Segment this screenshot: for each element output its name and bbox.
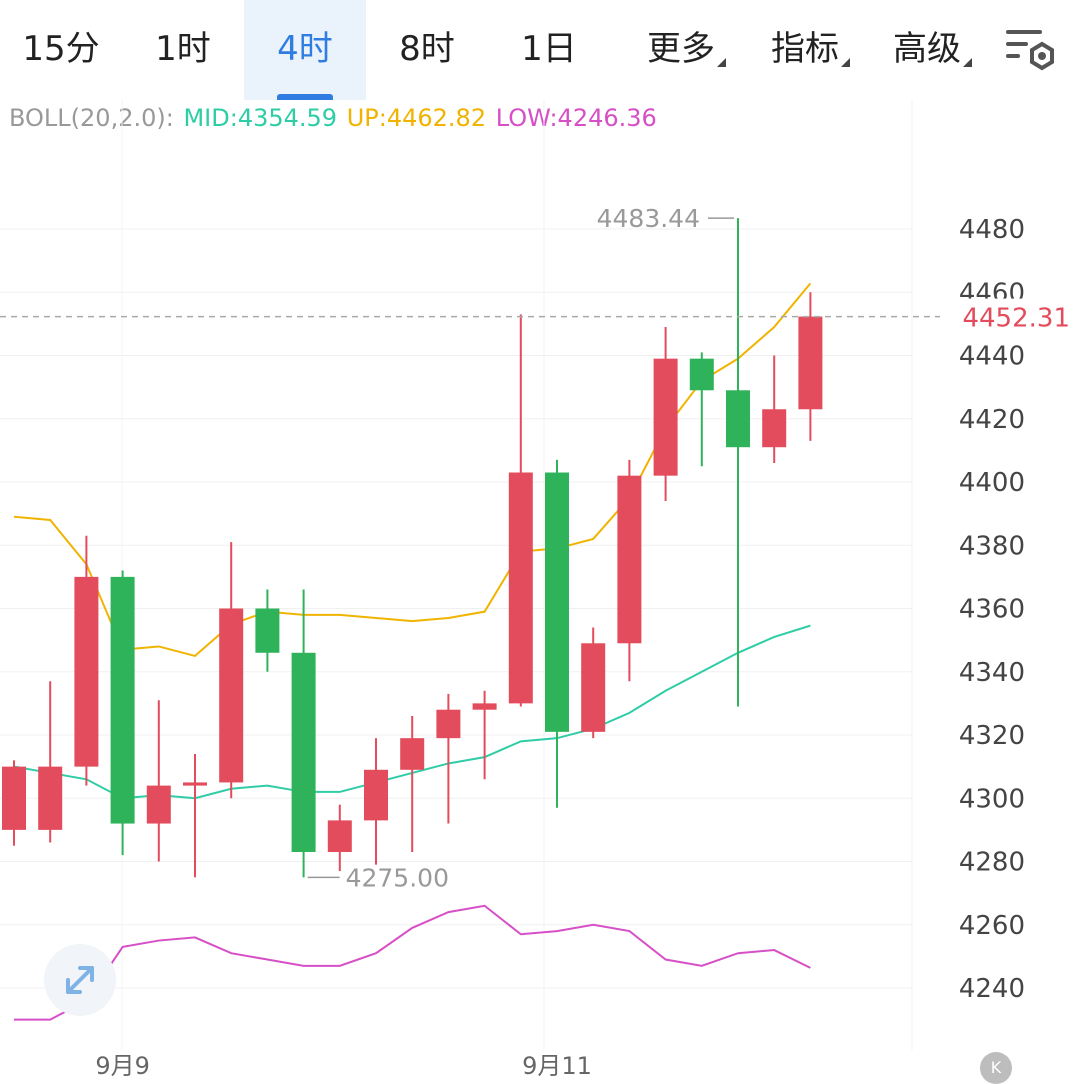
advanced-caret-icon bbox=[963, 58, 972, 67]
candle-body[interactable] bbox=[291, 652, 316, 853]
price-tick-label: 4480 bbox=[959, 215, 1025, 245]
date-label: 9月11 bbox=[522, 1052, 592, 1076]
current-price-label: 4452.31 bbox=[962, 304, 1070, 334]
candle-body[interactable] bbox=[762, 409, 787, 448]
boll-legend: BOLL(20,2.0): MID:4354.59 UP:4462.82 LOW… bbox=[9, 102, 659, 134]
current-price-label-bg bbox=[940, 298, 1080, 335]
tab-8h[interactable]: 8时 bbox=[399, 29, 455, 69]
candle-body[interactable] bbox=[219, 608, 244, 783]
more-dropdown[interactable]: 更多 bbox=[626, 0, 736, 100]
high-price-label: 4483.44 bbox=[597, 204, 700, 233]
candle-body[interactable] bbox=[327, 820, 352, 853]
kline-badge-icon[interactable]: K bbox=[980, 1052, 1012, 1084]
candle-body[interactable] bbox=[2, 766, 26, 830]
tab-4h[interactable]: 4时 bbox=[244, 0, 366, 100]
candle-body[interactable] bbox=[146, 785, 171, 824]
candle-body[interactable] bbox=[255, 608, 280, 653]
candle-body[interactable] bbox=[581, 643, 606, 732]
tab-15m[interactable]: 15分 bbox=[22, 29, 100, 69]
candle-body[interactable] bbox=[653, 358, 678, 476]
price-tick-label: 4400 bbox=[959, 468, 1025, 498]
date-label: 9月9 bbox=[95, 1052, 150, 1076]
expand-chart-icon[interactable] bbox=[44, 944, 116, 1016]
candle-body[interactable] bbox=[726, 390, 750, 448]
candle-body[interactable] bbox=[472, 703, 497, 710]
price-tick-label: 4300 bbox=[959, 784, 1025, 814]
price-tick-label: 4340 bbox=[959, 658, 1025, 688]
indicators-dropdown[interactable]: 指标 bbox=[750, 0, 860, 100]
chart-settings-icon[interactable] bbox=[1000, 24, 1060, 76]
indicators-label: 指标 bbox=[771, 29, 839, 69]
price-tick-label: 4240 bbox=[959, 974, 1025, 1004]
more-caret-icon bbox=[717, 58, 726, 67]
boll-name: BOLL(20,2.0): bbox=[9, 104, 174, 132]
advanced-label: 高级 bbox=[893, 29, 961, 69]
price-tick-label: 4280 bbox=[959, 848, 1025, 878]
price-tick-label: 4360 bbox=[959, 595, 1025, 625]
candle-body[interactable] bbox=[617, 475, 642, 644]
candle-body[interactable] bbox=[364, 769, 388, 821]
candle-body[interactable] bbox=[545, 472, 569, 732]
indicators-caret-icon bbox=[841, 58, 850, 67]
candle-body[interactable] bbox=[436, 709, 461, 739]
candle-body[interactable] bbox=[508, 472, 533, 704]
price-tick-label: 4380 bbox=[959, 531, 1025, 561]
candlestick-chart[interactable]: 4240 4260 4280 4300 4320 4340 4360 4380 4400 4420… bbox=[0, 100, 1080, 1076]
more-label: 更多 bbox=[647, 29, 715, 69]
price-tick-label: 4440 bbox=[959, 342, 1025, 372]
candle-body[interactable] bbox=[110, 576, 135, 824]
low-price-label: 4275.00 bbox=[346, 863, 449, 892]
tab-1h[interactable]: 1时 bbox=[155, 29, 211, 69]
candle-body[interactable] bbox=[74, 576, 99, 767]
price-tick-label: 4260 bbox=[959, 911, 1025, 941]
price-tick-label: 4420 bbox=[959, 405, 1025, 435]
boll-mid: MID:4354.59 bbox=[183, 104, 338, 132]
candle-body[interactable] bbox=[798, 316, 823, 410]
tab-1d[interactable]: 1日 bbox=[521, 29, 577, 69]
boll-lower-line bbox=[14, 904, 811, 1021]
candle-body[interactable] bbox=[689, 358, 714, 391]
price-tick-label: 4320 bbox=[959, 721, 1025, 751]
candle-body[interactable] bbox=[38, 766, 63, 830]
advanced-dropdown[interactable]: 高级 bbox=[872, 0, 982, 100]
boll-low: LOW:4246.36 bbox=[495, 104, 657, 132]
timeframe-toolbar: 15分 1时 4时 8时 1日 更多 指标 高级 bbox=[0, 0, 1080, 100]
boll-upper-line bbox=[13, 282, 812, 658]
boll-up: UP:4462.82 bbox=[346, 104, 487, 132]
candle-body[interactable] bbox=[183, 782, 207, 786]
candle-body[interactable] bbox=[400, 738, 425, 770]
